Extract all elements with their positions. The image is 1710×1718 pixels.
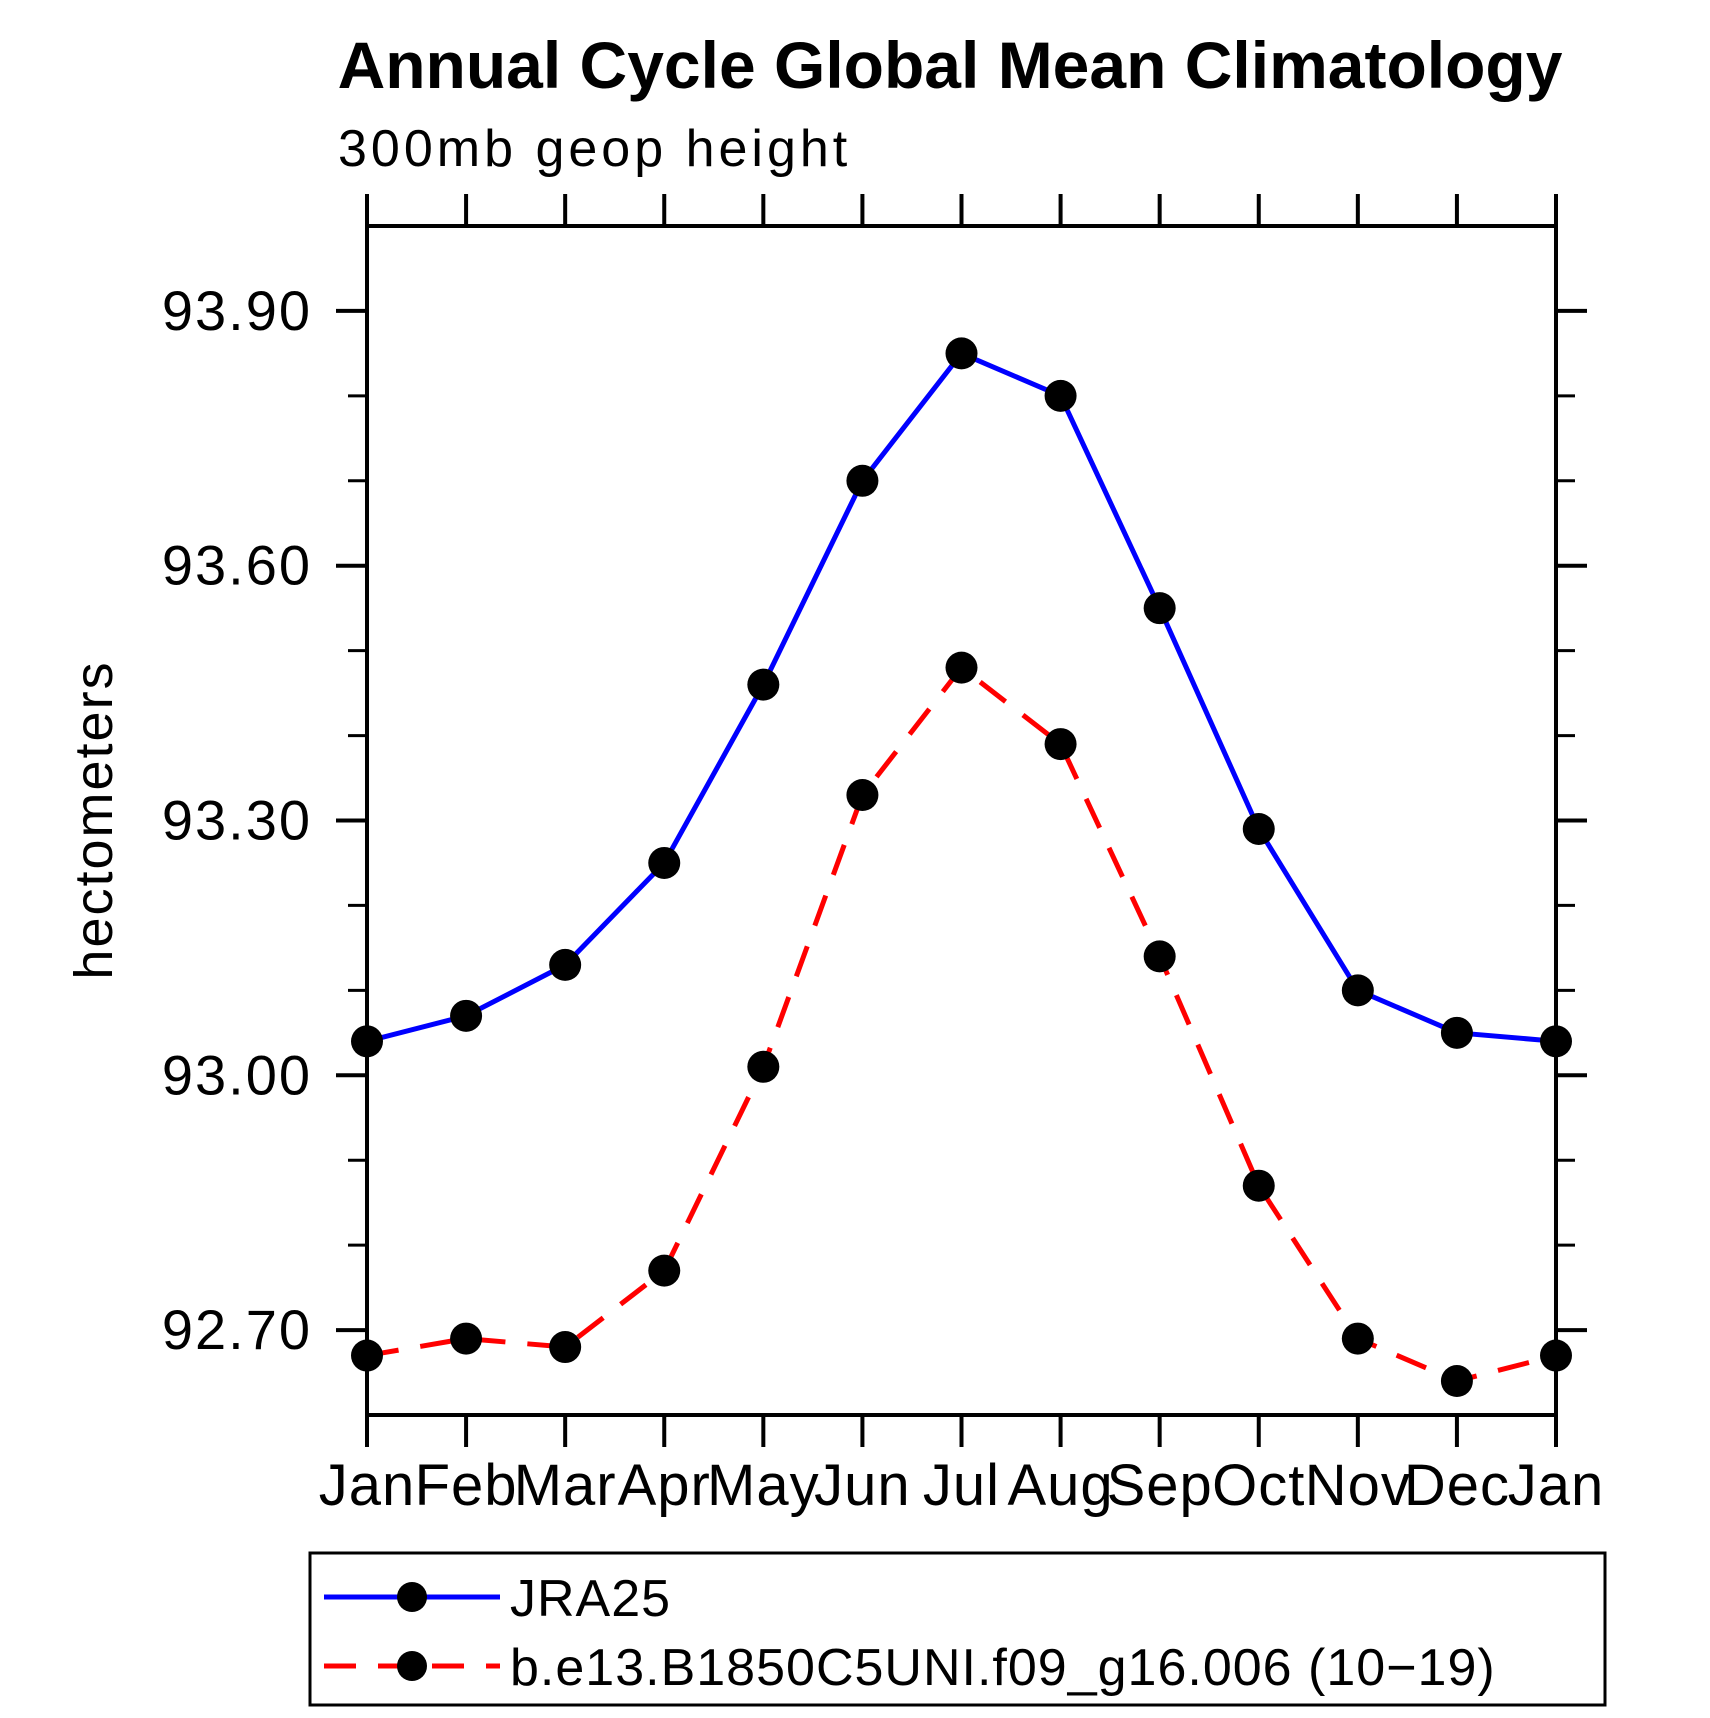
x-tick-label-dec-11: Dec: [1404, 1453, 1510, 1518]
x-tick-label-mar-2: Mar: [514, 1453, 617, 1518]
legend-label-model: b.e13.B1850C5UNI.f09_g16.006 (10−19): [510, 1639, 1496, 1697]
data-point-0-jun-5: [846, 464, 879, 497]
legend: JRA25 b.e13.B1850C5UNI.f09_g16.006 (10−1…: [308, 1551, 1607, 1707]
data-point-1-aug-7: [1044, 728, 1077, 761]
y-tick-label-93.30: 93.30: [162, 789, 312, 852]
data-point-0-may-4: [747, 668, 780, 701]
data-point-1-jan-0: [351, 1339, 383, 1372]
data-point-0-jul-6: [945, 337, 978, 370]
x-tick-label-nov-10: Nov: [1305, 1453, 1411, 1518]
x-tick-label-apr-3: Apr: [618, 1453, 711, 1518]
data-point-0-aug-7: [1044, 379, 1077, 412]
series-line-1: [366, 665, 1557, 1384]
data-point-1-jan-12: [1540, 1339, 1572, 1372]
x-tick-label-feb-1: Feb: [415, 1453, 518, 1518]
y-tick-label-93.90: 93.90: [162, 279, 312, 342]
data-point-0-dec-11: [1440, 1016, 1473, 1049]
data-point-1-dec-11: [1440, 1365, 1473, 1398]
data-point-1-nov-10: [1341, 1322, 1374, 1355]
y-tick-label-93.60: 93.60: [162, 534, 312, 597]
data-point-1-jun-5: [846, 779, 879, 812]
data-point-1-sep-8: [1143, 940, 1176, 973]
chart-subtitle: 300mb geop height: [338, 120, 851, 178]
series-layer: [351, 337, 1572, 1398]
x-tick-label-jun-5: Jun: [814, 1453, 911, 1518]
x-tick-label-jan-0: Jan: [319, 1453, 416, 1518]
data-point-0-feb-1: [450, 999, 483, 1032]
data-point-0-jan-12: [1540, 1025, 1572, 1058]
data-point-0-jan-0: [351, 1025, 383, 1058]
data-point-1-oct-9: [1242, 1169, 1275, 1202]
x-tick-label-oct-9: Oct: [1212, 1453, 1305, 1518]
data-point-1-apr-3: [648, 1254, 681, 1287]
legend-marker-model: [397, 1651, 427, 1681]
data-point-0-oct-9: [1242, 812, 1275, 845]
x-tick-label-aug-7: Aug: [1007, 1453, 1113, 1518]
data-point-1-feb-1: [450, 1322, 483, 1355]
x-tick-label-jul-6: Jul: [923, 1453, 1000, 1518]
x-tick-label-sep-8: Sep: [1107, 1453, 1213, 1518]
data-point-0-sep-8: [1143, 592, 1176, 625]
y-tick-label-92.70: 92.70: [162, 1298, 312, 1361]
y-axis-label: hectometers: [64, 660, 124, 979]
data-point-1-jul-6: [945, 651, 978, 684]
plot-border: [365, 224, 1558, 1417]
series-line-0: [366, 350, 1557, 1044]
legend-marker-jra25: [397, 1582, 427, 1612]
x-tick-label-may-4: May: [707, 1453, 820, 1518]
legend-box: [308, 1551, 1607, 1707]
data-point-1-may-4: [747, 1050, 780, 1083]
data-point-0-nov-10: [1341, 974, 1374, 1007]
data-point-0-apr-3: [648, 846, 681, 879]
data-point-0-mar-2: [549, 948, 582, 981]
data-point-1-mar-2: [549, 1331, 582, 1364]
chart-title: Annual Cycle Global Mean Climatology: [338, 28, 1563, 102]
x-tick-label-jan-12: Jan: [1508, 1453, 1605, 1518]
legend-label-jra25: JRA25: [510, 1570, 671, 1628]
y-tick-label-93.00: 93.00: [162, 1043, 312, 1106]
